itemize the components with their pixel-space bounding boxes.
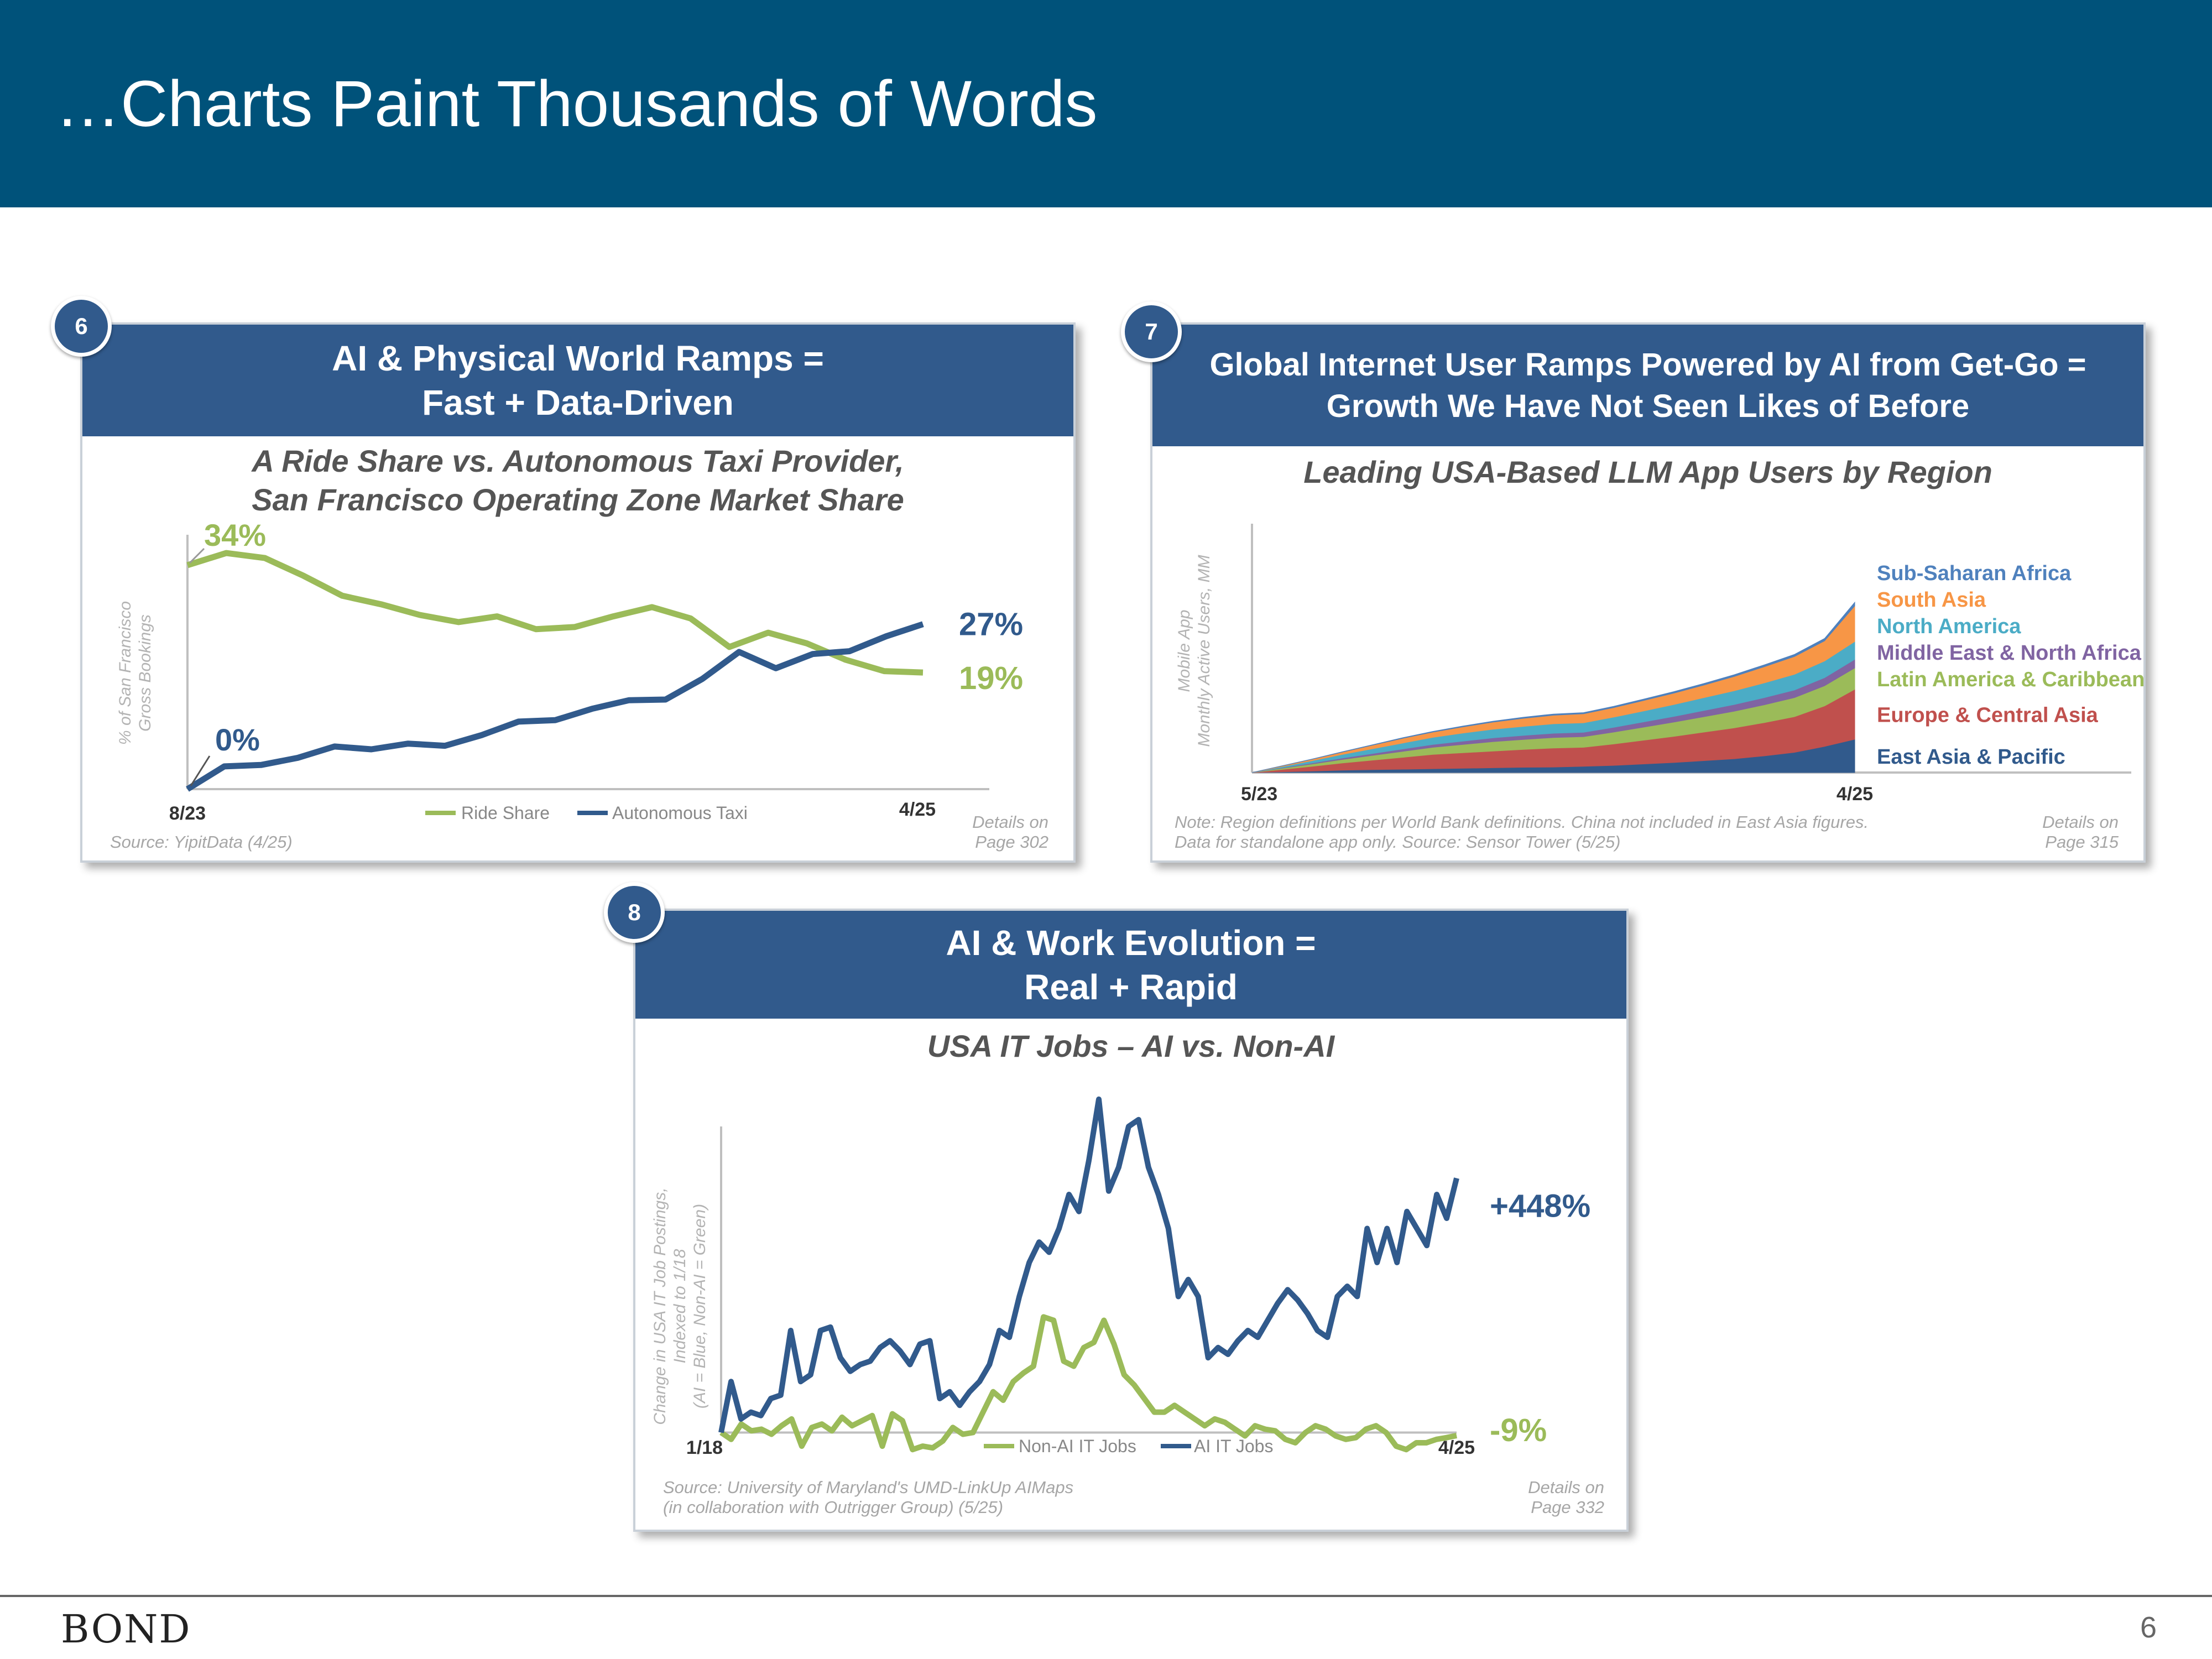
chart-subtitle-line: Leading USA-Based LLM App Users by Regio… [1303, 455, 1992, 489]
legend-label-ride-share: Ride Share [461, 803, 550, 823]
legend-label-ai-it-jobs: AI IT Jobs [1194, 1436, 1273, 1456]
legend-label-south-asia: South Asia [1877, 588, 1986, 612]
x-tick-label: 8/23 [169, 803, 206, 824]
details-line: Page 302 [975, 832, 1048, 852]
series-line-ai-it-jobs [718, 1096, 1459, 1433]
panel-header-line: Real + Rapid [1024, 967, 1238, 1007]
source-note-line: Source: University of Maryland's UMD-Lin… [663, 1478, 1074, 1497]
chart-subtitle-line: San Francisco Operating Zone Market Shar… [252, 482, 904, 517]
legend-label-latin-america-caribbean: Latin America & Caribbean [1877, 668, 2145, 691]
x-tick-label: 5/23 [1241, 784, 1277, 805]
details-line: Details on [2042, 812, 2119, 832]
y-axis-label: % of San Francisco Gross Bookings [116, 601, 154, 745]
legend-label-non-ai-it-jobs: Non-AI IT Jobs [1019, 1436, 1136, 1456]
source-note-line: Data for standalone app only. Source: Se… [1175, 832, 1621, 852]
source-note-line: Source: YipitData (4/25) [110, 832, 293, 852]
legend-label-east-asia-pacific: East Asia & Pacific [1877, 745, 2065, 769]
y-axis-label-line: Indexed to 1/18 [671, 1249, 689, 1363]
series-line-ride-share [186, 550, 924, 676]
page-number: 6 [2140, 1611, 2157, 1644]
start-label-ride-share: 34% [204, 518, 266, 552]
slide-title: …Charts Paint Thousands of Words [55, 67, 1098, 140]
legend-label-middle-east-north-africa: Middle East & North Africa [1877, 641, 2142, 665]
y-axis-label-line: Change in USA IT Job Postings, [651, 1187, 669, 1425]
panel-header: Global Internet User Ramps Powered by AI… [1152, 325, 2143, 446]
panel-header-line: Growth We Have Not Seen Likes of Before [1326, 388, 1970, 424]
y-axis-label: Mobile App Monthly Active Users, MM [1175, 555, 1213, 747]
title-banner [0, 0, 2212, 207]
legend-label-north-america: North America [1877, 615, 2021, 638]
chart-subtitle: A Ride Share vs. Autonomous Taxi Provide… [82, 442, 1073, 519]
end-label-ai-it-jobs: +448% [1490, 1188, 1590, 1224]
chart-subtitle: Leading USA-Based LLM App Users by Regio… [1152, 453, 2143, 492]
panel-header-line: AI & Work Evolution = [946, 922, 1316, 963]
end-label-non-ai-it-jobs: -9% [1490, 1412, 1547, 1448]
y-axis-label: Change in USA IT Job Postings, Indexed to… [651, 1187, 709, 1425]
source-note-line: (in collaboration with Outrigger Group) … [663, 1498, 1004, 1517]
start-label-leader [189, 547, 205, 564]
badge-6: 6 [51, 296, 112, 357]
panel-header-line: Fast + Data-Driven [422, 383, 734, 422]
chart-subtitle-line: A Ride Share vs. Autonomous Taxi Provide… [252, 444, 904, 478]
start-label-leader [190, 755, 211, 786]
chart-subtitle-line: USA IT Jobs – AI vs. Non-AI [927, 1029, 1335, 1063]
footer-divider [0, 1595, 2212, 1597]
panel-ride-share: AI & Physical World Ramps = Fast + Data-… [80, 322, 1076, 863]
badge-7: 7 [1121, 301, 1182, 362]
chart-llm-users: Mobile App Monthly Active Users, MM East A… [1175, 524, 2145, 805]
panel-header: AI & Work Evolution = Real + Rapid [635, 911, 1626, 1019]
details-line: Details on [1528, 1478, 1604, 1497]
y-axis-label-line: Mobile App [1175, 610, 1193, 692]
source-note: Source: University of Maryland's UMD-Lin… [663, 1478, 1073, 1517]
details-link[interactable]: Details on Page 302 [972, 812, 1048, 852]
series-line-autonomous-taxi [186, 621, 924, 792]
panel-header: AI & Physical World Ramps = Fast + Data-… [82, 325, 1073, 436]
details-link[interactable]: Details on Page 332 [1528, 1478, 1604, 1517]
details-line: Page 332 [1531, 1498, 1604, 1517]
details-line: Page 315 [2045, 832, 2119, 852]
legend-label-autonomous-taxi: Autonomous Taxi [612, 803, 748, 823]
chart-subtitle: USA IT Jobs – AI vs. Non-AI [635, 1027, 1626, 1066]
x-tick-label: 4/25 [1837, 784, 1873, 805]
chart-it-jobs: Change in USA IT Job Postings, Indexed to… [651, 1096, 1590, 1458]
x-tick-label: 4/25 [899, 799, 936, 820]
area-sub-saharan-africa [1251, 601, 1855, 773]
source-note: Note: Region definitions per World Bank … [1175, 812, 1869, 852]
bond-logo: BOND [61, 1606, 191, 1652]
badge-8: 8 [604, 882, 665, 943]
end-label-autonomous-taxi: 27% [959, 607, 1023, 643]
y-axis-label-line: (AI = Blue, Non-AI = Green) [691, 1204, 709, 1408]
x-tick-label: 1/18 [686, 1437, 723, 1458]
panel-header-line: Global Internet User Ramps Powered by AI… [1209, 347, 2086, 383]
y-axis-label-line: Gross Bookings [136, 614, 154, 732]
y-axis-label-line: % of San Francisco [116, 601, 134, 745]
legend-label-sub-saharan-africa: Sub-Saharan Africa [1877, 562, 2072, 585]
series-line-non-ai-it-jobs [719, 1314, 1457, 1453]
panel-llm-users: Global Internet User Ramps Powered by AI… [1150, 322, 2146, 863]
details-line: Details on [972, 812, 1048, 832]
source-note-line: Note: Region definitions per World Bank … [1175, 812, 1869, 832]
end-label-ride-share: 19% [959, 660, 1023, 696]
y-axis-label-line: Monthly Active Users, MM [1195, 555, 1213, 747]
start-label-autonomous-taxi: 0% [215, 722, 260, 757]
source-note: Source: YipitData (4/25) [110, 832, 293, 852]
x-tick-label: 4/25 [1438, 1437, 1475, 1458]
details-link[interactable]: Details on Page 315 [2042, 812, 2119, 852]
panel-it-jobs: AI & Work Evolution = Real + Rapid USA I… [633, 909, 1629, 1532]
legend-label-europe-central-asia: Europe & Central Asia [1877, 704, 2099, 727]
chart-ride-share: % of San Francisco Gross Bookings 34% 0% 27%… [116, 518, 1023, 824]
panel-header-line: AI & Physical World Ramps = [332, 338, 824, 378]
